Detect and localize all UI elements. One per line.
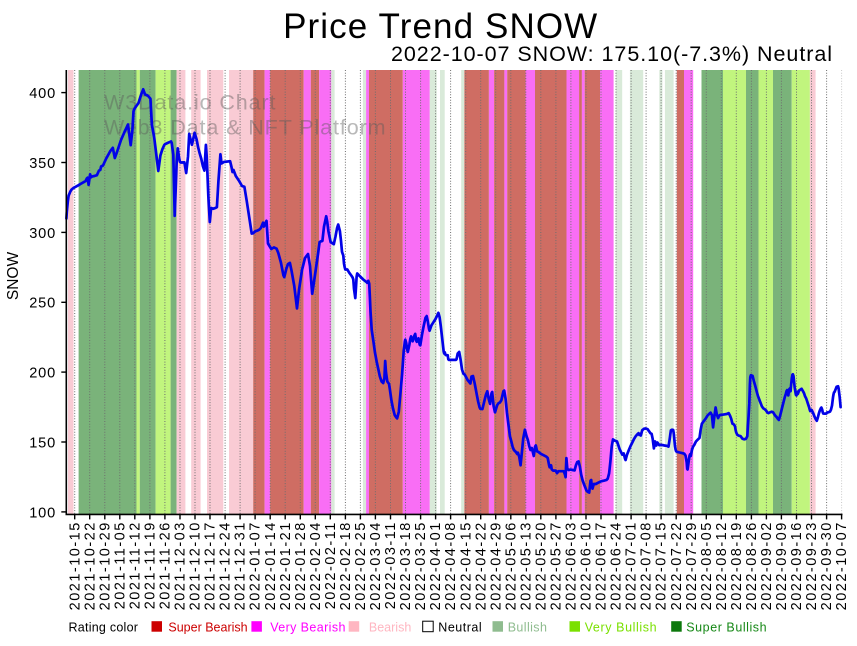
svg-text:2022-08-12: 2022-08-12 (714, 521, 730, 610)
svg-text:2022-04-29: 2022-04-29 (488, 521, 504, 610)
svg-text:Neutral: Neutral (438, 621, 482, 635)
svg-text:2022-09-30: 2022-09-30 (819, 521, 835, 610)
svg-text:2022-05-20: 2022-05-20 (533, 521, 549, 610)
svg-text:300: 300 (29, 226, 56, 242)
svg-text:350: 350 (29, 156, 56, 172)
svg-text:2022-08-05: 2022-08-05 (699, 521, 715, 610)
svg-text:2022-06-17: 2022-06-17 (594, 521, 610, 610)
svg-text:2022-08-19: 2022-08-19 (729, 521, 745, 610)
svg-text:2022-03-25: 2022-03-25 (413, 521, 429, 610)
svg-text:Very Bearish: Very Bearish (270, 621, 346, 635)
svg-text:2022-09-09: 2022-09-09 (774, 521, 790, 610)
svg-text:Bullish: Bullish (508, 621, 548, 635)
svg-text:2021-10-15: 2021-10-15 (67, 521, 83, 610)
svg-text:2022-07-01: 2022-07-01 (624, 521, 640, 610)
svg-text:2022-09-02: 2022-09-02 (759, 521, 775, 610)
svg-text:2022-02-18: 2022-02-18 (338, 521, 354, 610)
svg-text:2021-10-22: 2021-10-22 (82, 521, 98, 610)
svg-text:2021-12-31: 2021-12-31 (233, 521, 249, 610)
svg-text:2021-12-10: 2021-12-10 (188, 521, 204, 610)
svg-text:2022-09-16: 2022-09-16 (789, 521, 805, 610)
svg-text:400: 400 (29, 86, 56, 102)
svg-text:2021-11-26: 2021-11-26 (158, 521, 174, 609)
svg-text:2022-05-06: 2022-05-06 (503, 521, 519, 610)
svg-text:2021-11-12: 2021-11-12 (127, 521, 143, 609)
svg-text:2022-07-29: 2022-07-29 (684, 521, 700, 610)
svg-text:2022-01-07: 2022-01-07 (248, 521, 264, 610)
svg-text:250: 250 (29, 296, 56, 312)
svg-text:2022-02-11: 2022-02-11 (323, 521, 339, 609)
svg-text:150: 150 (29, 435, 56, 451)
svg-text:2022-06-03: 2022-06-03 (564, 521, 580, 610)
svg-text:Bearish: Bearish (369, 621, 411, 635)
svg-text:2022-06-10: 2022-06-10 (579, 521, 595, 610)
svg-text:2022-01-28: 2022-01-28 (293, 521, 309, 610)
svg-text:Web3 Data & NFT Platform: Web3 Data & NFT Platform (104, 116, 386, 140)
svg-text:2022-10-07: 2022-10-07 (834, 521, 850, 610)
svg-text:SNOW: SNOW (5, 252, 22, 301)
svg-text:Very Bullish: Very Bullish (585, 621, 658, 635)
svg-text:2022-05-13: 2022-05-13 (518, 521, 534, 610)
svg-text:Price Trend SNOW: Price Trend SNOW (283, 7, 598, 46)
svg-text:Super Bullish: Super Bullish (686, 621, 767, 635)
svg-text:2022-03-18: 2022-03-18 (398, 521, 414, 610)
svg-text:2022-04-22: 2022-04-22 (473, 521, 489, 610)
svg-text:2022-07-08: 2022-07-08 (639, 521, 655, 610)
svg-text:2022-03-04: 2022-03-04 (368, 521, 384, 610)
svg-text:2021-11-19: 2021-11-19 (143, 521, 159, 609)
svg-text:2021-12-17: 2021-12-17 (203, 521, 219, 610)
svg-text:2022-06-24: 2022-06-24 (609, 521, 625, 610)
svg-text:2022-08-26: 2022-08-26 (744, 521, 760, 610)
svg-text:2022-04-15: 2022-04-15 (458, 521, 474, 610)
svg-text:2022-01-21: 2022-01-21 (278, 521, 294, 610)
svg-text:Rating color: Rating color (69, 621, 139, 635)
svg-text:2022-09-23: 2022-09-23 (804, 521, 820, 610)
svg-text:2022-02-25: 2022-02-25 (353, 521, 369, 610)
svg-text:2022-05-27: 2022-05-27 (549, 521, 565, 610)
svg-text:2022-02-04: 2022-02-04 (308, 521, 324, 610)
svg-text:2022-03-11: 2022-03-11 (383, 521, 399, 609)
svg-text:2021-12-03: 2021-12-03 (173, 521, 189, 610)
svg-text:2022-07-22: 2022-07-22 (669, 521, 685, 610)
svg-text:2022-10-07 SNOW: 175.10(-7.3%): 2022-10-07 SNOW: 175.10(-7.3%) Neutral (391, 42, 833, 66)
svg-text:100: 100 (29, 505, 56, 521)
svg-text:2022-07-15: 2022-07-15 (654, 521, 670, 610)
svg-text:2022-04-01: 2022-04-01 (428, 521, 444, 610)
svg-text:2021-11-05: 2021-11-05 (112, 521, 128, 609)
svg-text:2022-04-08: 2022-04-08 (443, 521, 459, 610)
svg-text:Super Bearish: Super Bearish (168, 621, 247, 635)
svg-text:2021-12-24: 2021-12-24 (218, 521, 234, 610)
svg-text:2021-10-29: 2021-10-29 (97, 521, 113, 610)
svg-text:2022-01-14: 2022-01-14 (263, 521, 279, 610)
svg-text:200: 200 (29, 366, 56, 382)
svg-text:W3Data.io Chart: W3Data.io Chart (104, 91, 276, 115)
